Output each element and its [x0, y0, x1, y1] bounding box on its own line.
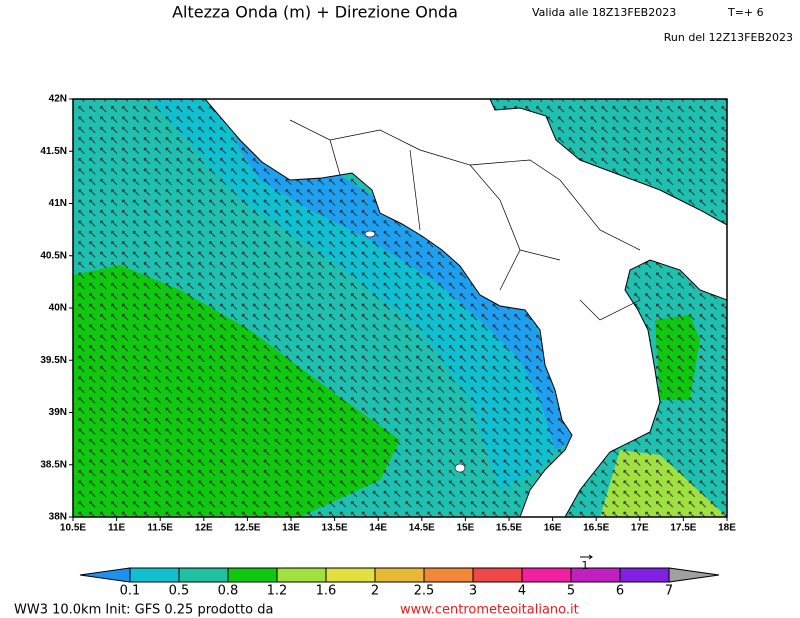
lat-label: 40.5N — [40, 250, 67, 261]
lat-label: 39.5N — [40, 355, 67, 366]
colorbar-bin — [129, 567, 180, 583]
island — [454, 463, 466, 473]
colorbar-label: 5 — [567, 584, 575, 599]
colorbar-bin — [619, 567, 670, 583]
scale-arrow — [580, 554, 593, 560]
colorbar-bin — [570, 567, 621, 583]
lon-label: 17.5E — [670, 523, 696, 534]
colorbar-label: 4 — [518, 584, 526, 599]
colorbar-bin — [521, 567, 572, 583]
lat-label: 38N — [49, 512, 67, 523]
borders — [289, 119, 641, 321]
lon-label: 18E — [718, 523, 736, 534]
land — [204, 99, 727, 517]
colorbar-bin — [227, 567, 278, 583]
forecast-step: T=+ 6 — [727, 6, 764, 19]
colorbar-label: 2 — [371, 584, 379, 599]
lon-label: 10.5E — [60, 523, 86, 534]
lon-label: 14E — [369, 523, 387, 534]
run-time: Run del 12Z13FEB2023 — [664, 31, 793, 44]
lon-label: 11.5E — [147, 523, 173, 534]
colorbar-bin — [423, 567, 474, 583]
colorbar-min — [79, 567, 131, 583]
lat-label: 41.5N — [40, 146, 67, 157]
title: Altezza Onda (m) + Direzione Onda — [172, 3, 458, 22]
axis-ticks: 38N 38.5N 39N 39.5N 40N 40.5N 41N 41.5N 42N 10.5E… — [40, 94, 736, 534]
lat-label: 41N — [49, 198, 67, 209]
lon-label: 14.5E — [409, 523, 435, 534]
lon-label: 17E — [631, 523, 649, 534]
lat-label: 39N — [49, 407, 67, 418]
valid-time: Valida alle 18Z13FEB2023 — [532, 6, 676, 19]
colorbar-label: 7 — [665, 584, 673, 599]
lon-label: 15.5E — [496, 523, 522, 534]
colorbar-label: 0.5 — [169, 584, 190, 599]
footer-model: WW3 10.0km Init: GFS 0.25 prodotto da — [14, 603, 273, 618]
colorbar-label: 6 — [616, 584, 624, 599]
colorbar-bin — [276, 567, 327, 583]
colorbar-bin — [472, 567, 523, 583]
lon-label: 13E — [282, 523, 300, 534]
lon-label: 16E — [544, 523, 562, 534]
lon-label: 12E — [195, 523, 213, 534]
colorbar-bin — [374, 567, 425, 583]
lat-label: 42N — [49, 94, 67, 105]
lon-label: 16.5E — [583, 523, 609, 534]
lon-label: 12.5E — [234, 523, 260, 534]
colorbar-label: 0.8 — [218, 584, 239, 599]
colorbar-label: 3 — [469, 584, 477, 599]
footer-website[interactable]: www.centrometeoitaliano.it — [400, 603, 579, 618]
colorbar-label: 0.1 — [120, 584, 141, 599]
lon-label: 15E — [457, 523, 475, 534]
scale-arrow-label: 1 — [582, 559, 589, 572]
lat-label: 40N — [49, 303, 67, 314]
colorbar-max — [668, 567, 720, 583]
colorbar: 0.1 0.5 0.8 1.2 1.6 2 2.5 3 4 5 6 7 — [79, 567, 720, 599]
lon-label: 13.5E — [322, 523, 348, 534]
island — [364, 230, 376, 238]
colorbar-bin — [178, 567, 229, 583]
colorbar-label: 2.5 — [414, 584, 435, 599]
lon-label: 11E — [108, 523, 126, 534]
map-field — [73, 99, 727, 517]
colorbar-bin — [325, 567, 376, 583]
colorbar-label: 1.2 — [267, 584, 288, 599]
lat-label: 38.5N — [40, 459, 67, 470]
colorbar-label: 1.6 — [316, 584, 337, 599]
